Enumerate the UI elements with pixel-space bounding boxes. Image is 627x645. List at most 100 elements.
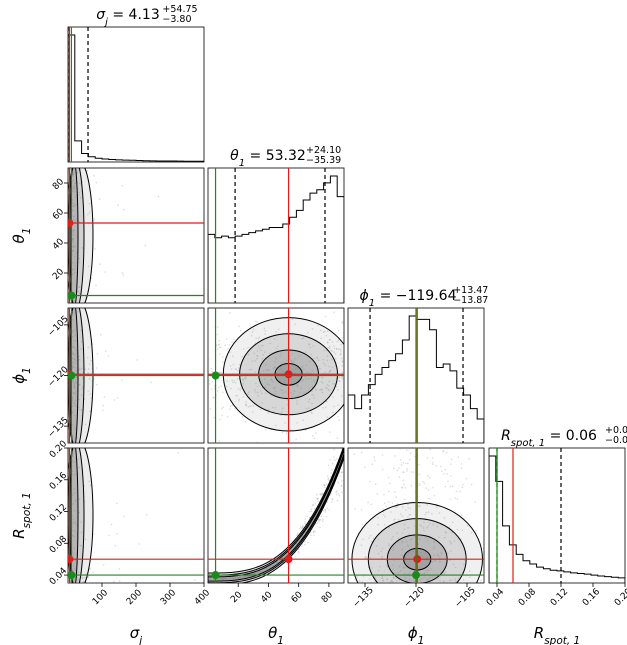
sample-point (80, 394, 83, 396)
sample-point (72, 379, 75, 382)
sample-point (73, 535, 75, 538)
sample-point (426, 556, 429, 559)
sample-point (71, 396, 74, 399)
sample-point (335, 493, 338, 496)
sample-point (71, 459, 74, 462)
sample-point (74, 271, 76, 273)
y-tick-label: 0.16 (48, 471, 69, 492)
sample-point (413, 525, 416, 527)
sample-point (450, 543, 452, 545)
sample-point (75, 376, 78, 378)
x-tick-label: 40 (259, 590, 274, 605)
sample-point (73, 461, 76, 463)
sample-point (72, 245, 75, 248)
sample-point (405, 540, 408, 543)
sample-point (426, 526, 428, 529)
sample-point (402, 555, 404, 558)
sample-point (280, 362, 283, 365)
sample-point (336, 490, 338, 492)
sample-point (341, 471, 343, 473)
sample-point (235, 394, 237, 397)
sample-point (244, 575, 247, 578)
sample-point (403, 572, 406, 575)
sample-point (274, 366, 277, 369)
sample-point (393, 582, 395, 583)
sample-point (333, 383, 336, 385)
sample-point (304, 522, 307, 525)
sample-point (84, 423, 87, 426)
x-tick-label: 0.08 (517, 587, 538, 608)
sample-point (265, 369, 268, 372)
sample-point (317, 519, 320, 521)
sample-point (327, 384, 330, 387)
sample-point (308, 398, 311, 401)
sample-point (90, 397, 93, 399)
sample-point (72, 363, 74, 366)
sample-point (313, 507, 316, 510)
sample-point (79, 369, 81, 371)
sample-point (440, 551, 442, 554)
sample-point (322, 518, 324, 520)
sample-point (336, 437, 339, 439)
sample-point (72, 562, 74, 564)
sample-point (323, 330, 326, 333)
sample-point (340, 395, 343, 397)
sample-point (333, 347, 336, 350)
panel-plot-area (68, 27, 204, 162)
sample-point (271, 380, 274, 383)
sample-point (288, 366, 291, 369)
sample-point (290, 539, 293, 542)
sample-point (87, 265, 90, 267)
sample-point (373, 581, 376, 583)
sample-point (261, 357, 264, 360)
sample-point (328, 509, 331, 511)
sample-point (397, 518, 400, 521)
sample-point (320, 376, 323, 378)
sample-point (433, 541, 435, 544)
sample-point (332, 411, 334, 414)
sample-point (335, 385, 338, 388)
sample-point (284, 391, 287, 393)
sample-point (73, 215, 75, 218)
sample-point (222, 578, 225, 580)
sample-point (341, 491, 343, 493)
sample-point (379, 565, 381, 568)
sample-point (281, 407, 284, 410)
sample-point (72, 345, 74, 348)
sample-point (320, 389, 323, 391)
sample-point (426, 539, 429, 542)
sample-point (222, 578, 224, 580)
x-tick-label: −135 (351, 585, 376, 610)
sample-point (322, 331, 325, 334)
sample-point (259, 408, 262, 411)
sample-point (92, 343, 94, 345)
sample-point (296, 383, 299, 386)
sample-point (232, 577, 235, 580)
sample-point (312, 379, 315, 382)
sample-point (117, 204, 119, 206)
sample-point (87, 356, 89, 359)
sample-point (367, 501, 369, 504)
sample-point (225, 577, 227, 580)
sample-point (410, 538, 412, 541)
sample-point (339, 349, 342, 352)
sample-point (244, 421, 247, 423)
sample-point (409, 507, 412, 510)
sample-point (245, 575, 248, 578)
histogram-steps (489, 455, 625, 583)
sample-point (407, 544, 409, 546)
sample-point (235, 368, 238, 371)
sample-point (321, 520, 324, 522)
sample-point (339, 380, 341, 383)
sample-point (419, 579, 421, 581)
truth-point (412, 571, 420, 580)
sample-point (95, 181, 98, 184)
sample-point (418, 473, 421, 476)
sample-point (258, 336, 261, 339)
sample-point (73, 246, 75, 248)
sample-point (420, 572, 422, 575)
sample-point (337, 481, 340, 484)
sample-point (157, 195, 160, 198)
sample-point (228, 577, 230, 580)
sample-point (408, 579, 411, 581)
